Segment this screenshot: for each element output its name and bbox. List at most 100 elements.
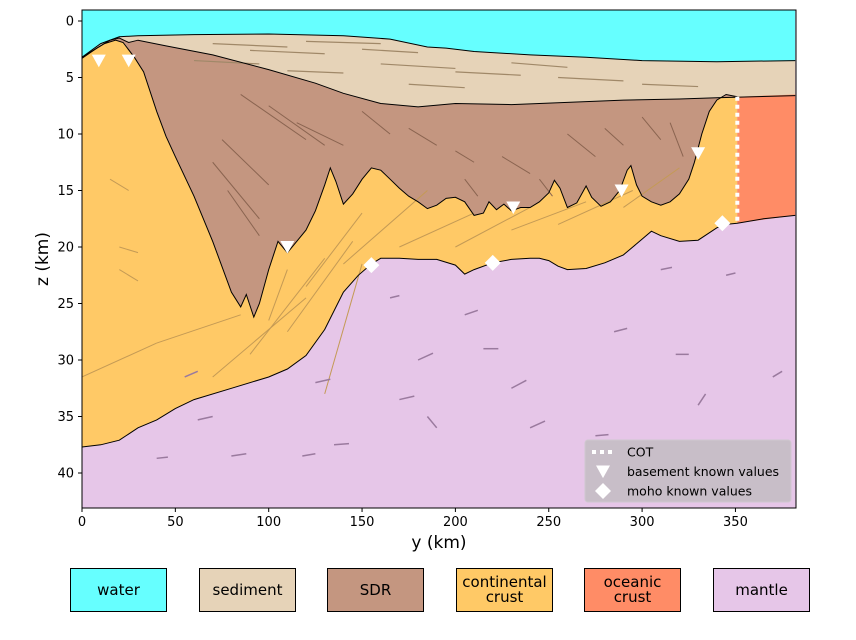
color-key-oceanic-crust: oceanic crust [584,568,681,612]
mantle-texture [464,309,479,316]
legend-label: basement known values [627,464,779,479]
mantle-texture [389,294,400,299]
mantle-texture [697,393,707,406]
y-tick-label: 15 [57,184,74,199]
continental-crust-texture [212,297,307,378]
y-tick-label: 30 [57,354,74,369]
continental-crust-texture [324,263,363,395]
color-key-label-line: crust [485,588,524,606]
sediment-texture [250,49,325,55]
mantle-texture [660,266,673,271]
sdr-texture [268,105,325,146]
continental-crust-texture [455,207,531,248]
color-key-continental-crust: continental crust [456,568,553,612]
continental-crust-texture [268,269,288,321]
continental-crust-texture [82,342,157,378]
color-key-label: continental crust [462,575,546,605]
legend-box [584,439,792,503]
sdr-texture [296,122,344,146]
sdr-texture [604,127,624,146]
mantle-texture [197,415,213,421]
sediment-texture [362,48,419,54]
plot-frame [81,9,797,509]
basement-known-value-marker [614,184,629,198]
sdr-texture [408,127,437,146]
cross-section-chart: 0 50 100 150 200 250 300 350 0 5 10 15 20 25 30 35 40 y… [33,9,797,553]
mantle-texture [315,378,331,384]
mantle-texture [613,327,628,333]
mantle-texture [725,272,736,276]
y-tick-label: 20 [57,241,74,256]
sediment-texture [306,40,381,45]
basement-known-value-marker [91,54,106,68]
mantle-texture [595,433,609,437]
legend-label: COT [627,445,654,460]
color-key-label-line: crust [613,588,652,606]
mantle-texture [399,395,415,401]
geologic-layers [82,10,796,508]
color-key-water: water [70,568,167,612]
sdr-texture [240,94,307,141]
sediment-layer [82,34,796,107]
sediment-texture [380,63,456,70]
mantle-texture [511,379,527,389]
continental-crust-layer [82,40,738,447]
mantle-texture [302,453,316,457]
sdr-texture [501,156,531,174]
sdr-texture [539,178,553,197]
sediment-texture [212,43,288,48]
continental-crust-texture [119,246,139,254]
color-key-label: mantle [735,582,788,598]
sediment-texture [193,59,260,65]
continental-crust-texture [305,212,363,287]
sdr-texture [464,178,479,197]
sdr-texture [669,122,684,157]
mantle-texture [426,416,438,429]
sediment-texture [558,76,624,82]
basement-known-value-marker [121,54,136,68]
x-tick-label: 150 [350,515,375,530]
color-key-label: oceanic crust [604,575,662,605]
x-tick-label: 300 [630,515,655,530]
moho-known-value-marker [714,215,731,232]
continental-crust-texture [623,167,680,208]
y-axis-label: z (km) [33,232,53,286]
continental-crust-texture [119,269,139,282]
sediment-texture [642,83,699,88]
x-tick-label: 200 [443,515,468,530]
color-key-sediment: sediment [199,568,296,612]
sdr-texture [361,111,391,135]
x-tick-label: 350 [723,515,748,530]
mantle-texture [772,370,783,378]
sdr-texture [212,161,260,220]
color-key-label-line: water [97,580,140,599]
sdr-layer [82,38,738,318]
layer-textures [82,40,783,460]
color-key-label-line: sediment [212,580,283,599]
known-value-markers [91,54,740,274]
continental-crust-texture [249,257,326,355]
sediment-texture [287,70,344,74]
continental-crust-texture [109,178,129,191]
y-tick-label: 10 [57,128,74,143]
mantle-texture [184,370,199,378]
y-tick-label: 0 [66,15,74,30]
color-key-label: SDR [360,582,392,598]
continental-crust-texture [343,190,428,265]
sdr-texture [567,133,596,157]
sdr-texture [221,139,270,186]
y-tick-label: 40 [57,467,74,482]
color-key-label-line: continental [462,573,547,591]
x-tick-label: 50 [167,515,184,530]
sdr-texture [455,150,475,163]
basement-known-value-marker [691,147,706,160]
legend-label: moho known values [627,484,752,499]
x-tick-label: 100 [256,515,281,530]
sediment-texture [408,83,465,89]
continental-crust-texture [156,314,241,344]
y-tick-label: 35 [57,410,74,425]
water-layer [82,10,796,62]
mantle-texture [333,442,350,446]
y-tick-label: 5 [66,71,74,86]
sdr-texture [641,116,662,140]
